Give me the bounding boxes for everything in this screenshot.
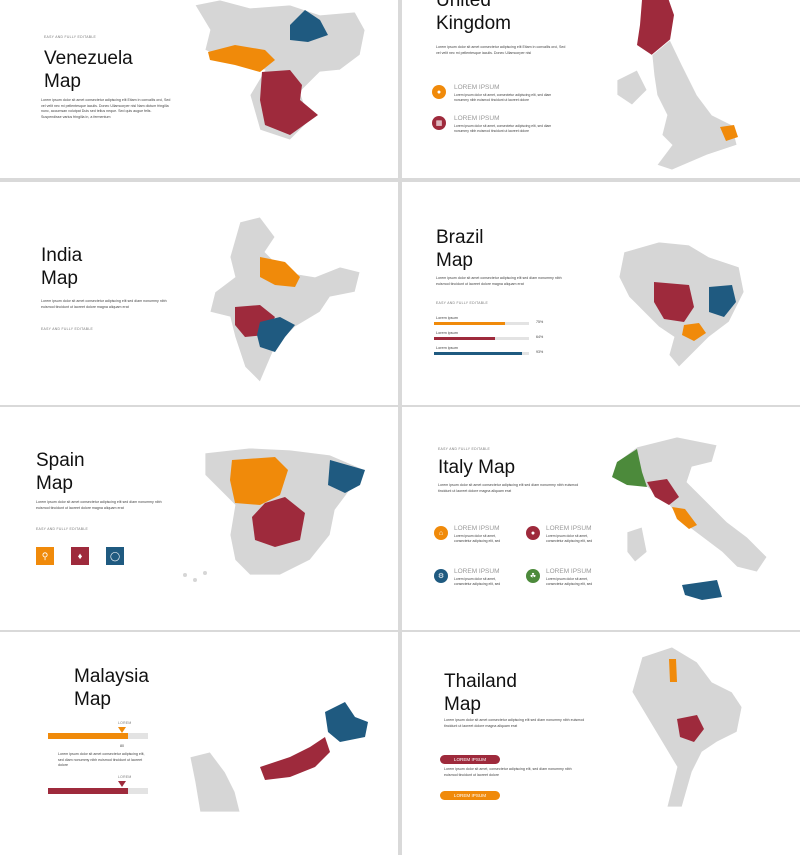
- editable-tag: EASY AND FULLY EDITABLE: [44, 35, 97, 39]
- description: Lorem ipsum dolor sit amet consectetur a…: [444, 718, 585, 728]
- slide-thailand[interactable]: Thailand Map Lorem ipsum dolor sit amet c…: [402, 632, 800, 855]
- gear-icon: ⚙: [434, 569, 448, 583]
- editable-tag: EASY AND FULLY EDITABLE: [436, 301, 489, 305]
- brazil-map: [618, 241, 745, 368]
- page-title: Brazil Map: [436, 227, 484, 271]
- label-pill: LOREM IPSUM: [440, 755, 500, 764]
- slide-venezuela[interactable]: ⚲ ♦ ◯ EASY AND FULLY EDITABLE VenezuelaM…: [0, 0, 398, 178]
- bar-marker: [118, 727, 126, 733]
- page-title: Italy Map: [438, 457, 516, 478]
- item-title: LOREM IPSUM: [454, 525, 500, 532]
- home-icon: ⌂: [434, 526, 448, 540]
- item-text: Lorem ipsum dolor sit amet, consectetur …: [454, 534, 501, 544]
- search-icon: ⚲: [36, 547, 54, 565]
- progress-bar: [434, 322, 529, 325]
- page-title: United Kingdom: [436, 0, 511, 34]
- spain-map: [183, 447, 366, 582]
- label-pill: LOREM IPSUM: [440, 791, 500, 800]
- slide-brazil[interactable]: Brazil Map Lorem ipsum dolor sit amet con…: [402, 182, 800, 405]
- slide-united-kingdom[interactable]: United Kingdom Lorem ipsum dolor sit amet…: [402, 0, 800, 178]
- malaysia-map: [189, 702, 368, 812]
- bar-label: Lorem ipsum: [436, 316, 458, 320]
- italy-map: [612, 437, 768, 600]
- progress-bar: [48, 788, 148, 794]
- item-text: Lorem ipsum dolor sit amet, consectetur …: [546, 534, 593, 544]
- item-title: LOREM IPSUM: [454, 84, 500, 91]
- page-title: Venezuela Map: [44, 48, 133, 92]
- page-title: Malaysia Map: [74, 666, 149, 710]
- editable-tag: EASY AND FULLY EDITABLE: [41, 327, 94, 331]
- bar-tag: LOREM: [118, 721, 132, 725]
- item-text: Lorem ipsum dolor sit amet, consectetur …: [454, 577, 501, 587]
- globe-icon: ◯: [106, 547, 124, 565]
- venezuela-map: [194, 0, 366, 140]
- bar-percent: 93%: [536, 350, 544, 354]
- bar-value: 80: [120, 744, 124, 748]
- bar-percent: 75%: [536, 320, 544, 324]
- description: Lorem ipsum dolor sit amet consectetur a…: [36, 500, 162, 510]
- progress-bar: [48, 733, 148, 739]
- description: Lorem ipsum dolor sit amet consectetur a…: [436, 276, 562, 286]
- item-text: Lorem ipsum dolor sit amet, consectetur …: [454, 124, 552, 134]
- bulb-icon: ●: [432, 85, 446, 99]
- page-title: Thailand Map: [444, 671, 517, 715]
- bar-percent: 64%: [536, 335, 544, 339]
- page-title: India Map: [41, 245, 83, 289]
- bar-caption: Lorem ipsum dolor sit amet consectetur a…: [58, 752, 145, 768]
- item-text: Lorem ipsum dolor sit amet, consectetur …: [454, 93, 552, 103]
- editable-tag: EASY AND FULLY EDITABLE: [438, 447, 491, 451]
- editable-tag: EASY AND FULLY EDITABLE: [36, 527, 89, 531]
- description: Lorem ipsum dolor sit amet consectetur a…: [436, 45, 566, 55]
- slide-spain[interactable]: Spain Map Lorem ipsum dolor sit amet cons…: [0, 407, 398, 630]
- description: Lorem ipsum dolor sit amet consectetur a…: [41, 299, 167, 309]
- description: Lorem ipsum dolor sit amet consectetur a…: [41, 98, 171, 119]
- progress-bar: [434, 352, 529, 355]
- bar-tag: LOREM: [118, 775, 132, 779]
- item-text: Lorem ipsum dolor sit amet, consectetur …: [546, 577, 593, 587]
- india-map: [209, 217, 361, 383]
- slide-india[interactable]: India Map Lorem ipsum dolor sit amet cons…: [0, 182, 398, 405]
- bulb-icon: ●: [526, 526, 540, 540]
- pill-text: Lorem ipsum dolor sit amet, consectetur …: [444, 767, 572, 777]
- progress-bar: [434, 337, 529, 340]
- item-title: LOREM IPSUM: [546, 525, 592, 532]
- bar-marker: [118, 781, 126, 787]
- item-title: LOREM IPSUM: [454, 568, 500, 575]
- slide-italy[interactable]: EASY AND FULLY EDITABLE Italy Map Lorem …: [402, 407, 800, 630]
- item-title: LOREM IPSUM: [454, 115, 500, 122]
- item-title: LOREM IPSUM: [546, 568, 592, 575]
- uk-map: [616, 0, 738, 171]
- thailand-map: [631, 647, 743, 807]
- page-title: Spain Map: [36, 450, 85, 494]
- diamond-icon: ♦: [71, 547, 89, 565]
- slide-malaysia[interactable]: Malaysia Map LOREM 80 Lorem ipsum dolor s…: [0, 632, 398, 855]
- bar-label: Lorem ipsum: [436, 331, 458, 335]
- leaf-icon: ☘: [526, 569, 540, 583]
- description: Lorem ipsum dolor sit amet consectetur a…: [438, 483, 579, 493]
- bar-label: Lorem ipsum: [436, 346, 458, 350]
- calendar-icon: ▦: [432, 116, 446, 130]
